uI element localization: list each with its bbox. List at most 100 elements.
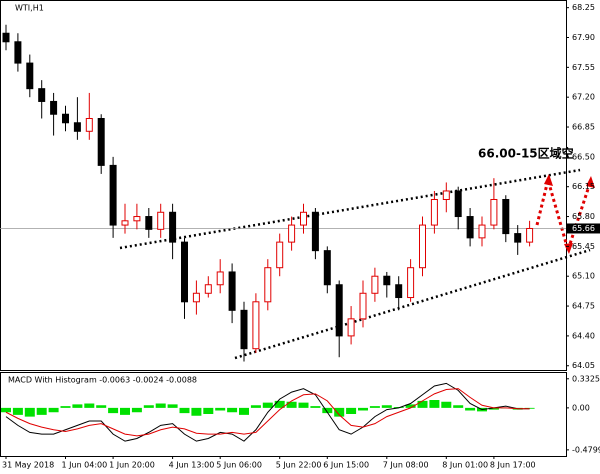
macd-histogram-bar: [203, 407, 214, 414]
candle-body: [169, 211, 177, 243]
candle-body: [323, 250, 331, 286]
y-tick-label: 68.25: [572, 3, 595, 12]
x-tick-label: 6 Jun 15:00: [323, 461, 369, 470]
candle-body: [157, 211, 165, 230]
candle-body: [395, 284, 403, 299]
macd-histogram-bar: [72, 404, 83, 408]
candle-body: [514, 233, 522, 243]
candle-body: [264, 267, 272, 303]
x-tick-label: 4 Jun 13:00: [169, 461, 215, 470]
x-tick-label: 8 Jun 01:00: [442, 461, 488, 470]
macd-histogram-bar: [417, 400, 428, 408]
candle-body: [14, 41, 22, 64]
x-tick-label: 1 Jun 20:00: [109, 461, 155, 470]
macd-histogram-bar: [488, 407, 499, 410]
current-price-label: 65.66: [572, 224, 595, 233]
candle-body: [311, 211, 319, 252]
candle-body: [371, 275, 379, 294]
macd-histogram-bar: [227, 407, 238, 413]
macd-title: MACD With Histogram -0.0063 -0.0024 -0.0…: [8, 376, 197, 385]
candle-body: [109, 164, 117, 226]
macd-histogram-bar: [381, 405, 392, 408]
candle-body: [38, 88, 46, 102]
macd-histogram-bar: [143, 405, 154, 408]
macd-y-tick-label: -0.4799: [572, 445, 600, 454]
candle-body: [240, 309, 248, 350]
macd-line: [5, 382, 530, 442]
x-tick-label: 7 Jun 08:00: [383, 461, 429, 470]
macd-histogram-bar: [441, 401, 452, 408]
chart-title: WTI,H1: [15, 4, 44, 13]
macd-histogram-bar: [346, 407, 357, 414]
candle-body: [383, 275, 391, 286]
candle-body: [252, 301, 260, 350]
macd-histogram-bar: [465, 407, 476, 411]
candle-body: [288, 224, 296, 243]
macd-histogram-bar: [131, 407, 142, 413]
macd-histogram-bar: [12, 407, 23, 415]
macd-histogram-bar: [369, 406, 380, 408]
candle-body: [2, 32, 10, 43]
y-tick-label: 64.75: [572, 302, 595, 311]
candle-body: [192, 292, 200, 303]
y-tick-label: 67.55: [572, 63, 595, 72]
candle-body: [359, 292, 367, 320]
macd-histogram-bar: [167, 404, 178, 408]
macd-histogram-bar: [405, 404, 416, 408]
candle-body: [181, 241, 188, 303]
candle-body: [430, 198, 438, 226]
macd-histogram-bar: [274, 400, 285, 408]
macd-histogram-bar: [322, 407, 333, 414]
y-tick-label: 65.45: [572, 242, 595, 251]
y-tick-label: 64.40: [572, 331, 595, 340]
candle-body: [133, 216, 141, 222]
candle-body: [407, 267, 415, 299]
macd-histogram-bar: [1, 407, 11, 413]
candle-body: [300, 211, 307, 226]
macd-histogram-bar: [96, 405, 107, 408]
y-tick-label: 64.05: [572, 361, 595, 370]
macd-histogram-bar: [84, 403, 95, 408]
current-price-box: [567, 223, 600, 234]
macd-histogram-bar: [239, 407, 249, 415]
x-tick-label: 8 Jun 17:00: [490, 461, 536, 470]
y-tick-label: 67.20: [572, 93, 595, 102]
macd-histogram-bar: [48, 407, 59, 413]
macd-histogram-bar: [250, 405, 261, 408]
macd-histogram-bar: [155, 403, 166, 408]
macd-histogram-bar: [286, 401, 297, 408]
forecast-arrowheads: [544, 174, 595, 254]
candle-body: [50, 100, 58, 115]
macd-histogram-bar: [429, 400, 440, 408]
candle-body: [347, 318, 355, 337]
macd-histogram-bar: [36, 407, 47, 415]
lower-trendline: [234, 248, 591, 360]
macd-histogram-bar: [262, 402, 273, 408]
macd-histogram-bar: [334, 407, 345, 417]
candle-body: [442, 190, 450, 200]
x-tick-label: 1 Jun 04:00: [62, 461, 108, 470]
y-tick-label: 66.50: [572, 152, 595, 161]
macd-histogram-bar: [24, 407, 35, 417]
candle-body: [121, 220, 129, 226]
candle-body: [97, 118, 105, 166]
annotation: 66.00-15区域空: [478, 146, 574, 161]
candle-body: [204, 284, 212, 294]
candle-body: [454, 190, 462, 218]
y-tick-label: 66.85: [572, 123, 595, 132]
macd-histogram-bar: [191, 407, 202, 416]
macd-histogram-bar: [108, 407, 119, 414]
macd-y-tick-label: 0.00: [572, 403, 590, 412]
macd-histogram-bar: [358, 407, 368, 411]
candle-body: [62, 113, 69, 124]
macd-histogram-bar: [60, 406, 71, 408]
macd-y-tick-label: 0.3325: [572, 374, 600, 383]
x-tick-label: 5 Jun 22:00: [276, 461, 322, 470]
candle-body: [85, 118, 93, 132]
y-tick-label: 65.80: [572, 212, 595, 221]
y-tick-label: 65.10: [572, 272, 595, 281]
x-tick-label: 31 May 2018: [2, 461, 54, 470]
macd-line: [5, 388, 530, 437]
